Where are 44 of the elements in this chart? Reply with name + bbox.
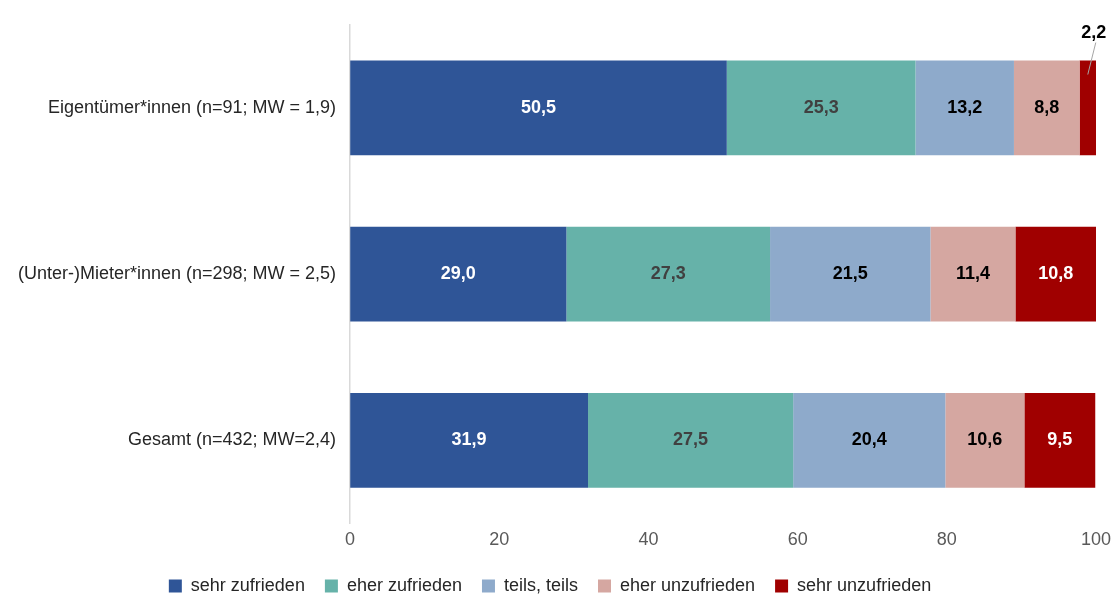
legend-label: eher zufrieden	[346, 574, 462, 595]
data-label: 11,4	[955, 263, 990, 284]
bar	[930, 226, 1016, 322]
legend-label: sehr zufrieden	[190, 574, 305, 595]
legend-label: sehr unzufrieden	[797, 574, 932, 595]
bar	[793, 392, 946, 488]
legend-label: teils, teils	[503, 574, 578, 595]
bar	[350, 392, 589, 488]
bar	[1015, 226, 1096, 322]
x-tick-label: 0	[345, 529, 356, 550]
x-tick-label: 100	[1080, 529, 1112, 550]
y-tick-label: (Unter-)Mieter*innen (n=298; MW = 2,5)	[18, 263, 337, 284]
data-label: 10,6	[967, 429, 1003, 450]
x-tick-label: 80	[936, 529, 957, 550]
x-tick-label: 60	[787, 529, 808, 550]
bar	[350, 226, 567, 322]
data-label: 21,5	[832, 263, 868, 284]
data-label: 2,2	[1081, 21, 1107, 42]
bar	[1013, 60, 1080, 156]
bar	[1079, 60, 1096, 156]
data-label: 25,3	[803, 96, 839, 117]
data-label: 8,8	[1034, 96, 1060, 117]
data-label: 27,3	[650, 263, 686, 284]
y-tick-label: Eigentümer*innen (n=91; MW = 1,9)	[47, 96, 337, 117]
data-label: 31,9	[451, 429, 487, 450]
bar	[726, 60, 916, 156]
x-tick-label: 40	[638, 529, 659, 550]
y-tick-label: Gesamt (n=432; MW=2,4)	[128, 429, 337, 450]
bar	[770, 226, 931, 322]
bar	[566, 226, 771, 322]
x-tick-label: 20	[489, 529, 510, 550]
data-label: 13,2	[947, 96, 983, 117]
data-label: 29,0	[440, 263, 476, 284]
data-label: 10,8	[1038, 263, 1074, 284]
bar	[1024, 392, 1096, 488]
bar	[945, 392, 1025, 488]
data-label: 9,5	[1047, 429, 1073, 450]
legend-label: eher unzufrieden	[619, 574, 756, 595]
bar	[588, 392, 794, 488]
data-label: 50,5	[520, 96, 556, 117]
bar	[350, 60, 727, 156]
data-label: 27,5	[673, 429, 709, 450]
bar	[915, 60, 1014, 156]
data-label: 20,4	[851, 429, 887, 450]
